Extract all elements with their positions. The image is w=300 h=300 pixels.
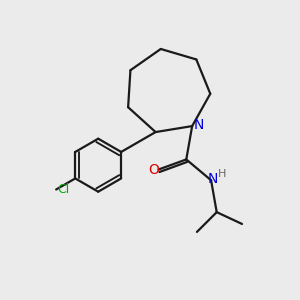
Text: N: N <box>207 172 218 186</box>
Text: N: N <box>194 118 204 132</box>
Text: H: H <box>218 169 226 179</box>
Text: O: O <box>148 163 159 176</box>
Text: Cl: Cl <box>58 183 70 196</box>
